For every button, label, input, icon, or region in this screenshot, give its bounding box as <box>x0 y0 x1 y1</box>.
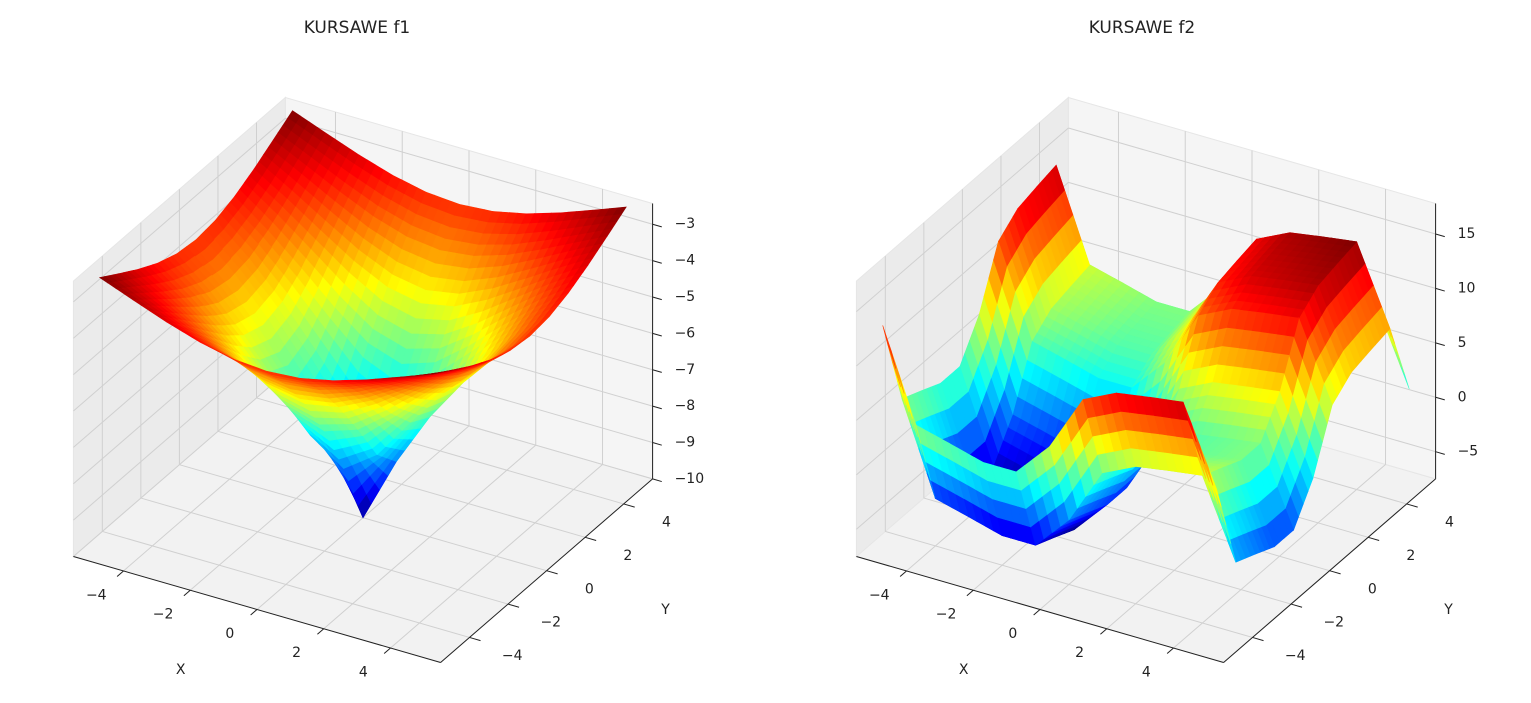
tick-mark <box>1435 451 1445 455</box>
y-tick-label: 0 <box>1368 581 1377 597</box>
tick-mark <box>899 570 907 577</box>
x-axis <box>856 556 1224 663</box>
x-tick-label: 4 <box>1142 664 1151 680</box>
tick-mark <box>1329 570 1341 575</box>
tick-mark <box>383 647 391 654</box>
z-tick-label: 15 <box>1458 226 1476 242</box>
tick-mark <box>507 603 520 608</box>
tick-mark <box>1435 396 1445 401</box>
y-axis-label: Y <box>1443 602 1453 618</box>
tick-mark <box>1435 233 1445 238</box>
grid-line <box>1068 181 1436 289</box>
tick-mark <box>1290 603 1303 608</box>
z-tick-label: −7 <box>675 362 696 378</box>
z-tick-label: −10 <box>675 471 705 487</box>
tick-mark <box>1252 636 1264 642</box>
tick-mark <box>1367 536 1380 541</box>
tick-mark <box>652 296 662 301</box>
tick-mark <box>652 442 662 446</box>
tick-mark <box>1166 647 1174 654</box>
z-tick-label: −5 <box>675 289 696 305</box>
tick-mark <box>317 628 325 635</box>
tick-mark <box>652 369 662 373</box>
y-tick-label: 2 <box>1406 548 1415 564</box>
y-tick-label: 0 <box>585 581 594 597</box>
surface <box>882 164 1410 563</box>
y-tick-label: −4 <box>1285 648 1306 664</box>
tick-mark <box>1435 342 1445 346</box>
chart-title: KURSAWE f2 <box>1089 18 1196 38</box>
tick-mark <box>584 536 597 541</box>
x-tick-label: 2 <box>292 645 301 661</box>
tick-mark <box>652 332 662 337</box>
grid-line <box>102 530 470 638</box>
tick-mark <box>1033 609 1041 616</box>
chart-title: KURSAWE f1 <box>304 18 411 38</box>
z-tick-label: −5 <box>1458 444 1479 460</box>
z-tick-label: −6 <box>675 325 696 341</box>
tick-mark <box>1100 628 1108 635</box>
tick-mark <box>652 405 662 410</box>
tick-mark <box>652 260 662 264</box>
surface-patch <box>1285 316 1300 337</box>
y-tick-label: −2 <box>540 615 561 631</box>
y-tick-label: 4 <box>1445 515 1454 531</box>
tick-mark <box>623 503 635 508</box>
z-tick-label: −8 <box>675 398 696 414</box>
tick-mark <box>652 478 662 483</box>
y-tick-label: 4 <box>662 515 671 531</box>
z-tick-label: −4 <box>675 253 696 269</box>
grid-line <box>140 497 509 605</box>
grid-line <box>73 117 286 303</box>
surface-patch <box>882 325 897 369</box>
z-tick-label: 10 <box>1458 280 1476 296</box>
grid-line <box>885 530 1253 638</box>
surface <box>98 110 627 519</box>
tick-mark <box>250 609 258 616</box>
tick-mark <box>116 570 124 577</box>
y-axis <box>440 478 653 663</box>
tick-mark <box>469 636 481 642</box>
x-tick-label: 4 <box>359 664 368 680</box>
tick-mark <box>1435 287 1445 292</box>
z-tick-label: 0 <box>1458 389 1467 405</box>
x-axis-label: X <box>959 662 969 678</box>
surface-patch <box>425 372 439 376</box>
z-tick-label: 5 <box>1458 335 1467 351</box>
x-tick-label: −2 <box>936 607 957 623</box>
surface-patch <box>993 240 1008 286</box>
x-tick-label: 2 <box>1075 645 1084 661</box>
tick-mark <box>183 589 191 597</box>
tick-mark <box>652 223 662 228</box>
tick-mark <box>1406 503 1418 508</box>
z-tick-label: −3 <box>675 216 696 232</box>
y-axis <box>1223 478 1436 663</box>
grid-line <box>73 372 286 557</box>
x-tick-label: −2 <box>153 607 174 623</box>
y-tick-label: 2 <box>623 548 632 564</box>
x-axis-label: X <box>176 662 186 678</box>
x-axis <box>73 556 441 663</box>
x-tick-label: 0 <box>225 626 234 642</box>
tick-mark <box>966 589 974 597</box>
x-tick-label: −4 <box>86 587 107 603</box>
z-tick-label: −9 <box>675 435 696 451</box>
x-tick-label: −4 <box>869 587 890 603</box>
grid-line <box>1068 127 1436 235</box>
grid-line <box>217 430 586 538</box>
grid-line <box>856 127 1069 312</box>
tick-mark <box>546 570 558 575</box>
y-axis-label: Y <box>660 602 670 618</box>
surface-patch <box>1174 400 1189 421</box>
y-tick-label: −4 <box>502 648 523 664</box>
x-tick-label: 0 <box>1008 626 1017 642</box>
y-tick-label: −2 <box>1323 615 1344 631</box>
grid-line <box>285 117 653 225</box>
